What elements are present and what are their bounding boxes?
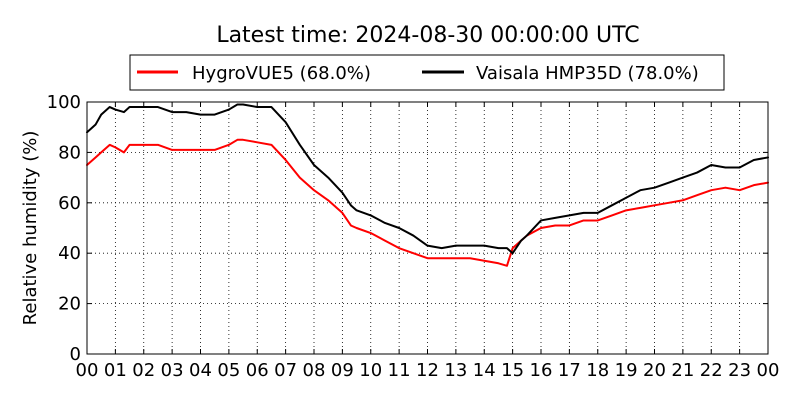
series-line-vaisala-hmp35d — [86, 103, 769, 255]
legend-label-hygrovue5: HygroVUE5 (68.0%) — [192, 63, 371, 84]
x-tick-label: 11 — [388, 360, 411, 381]
x-tick-label: 18 — [586, 360, 609, 381]
x-tick-label: 08 — [303, 360, 326, 381]
y-tick-label: 0 — [70, 344, 81, 365]
x-tick-label: 01 — [104, 360, 127, 381]
x-tick-label: 22 — [700, 360, 723, 381]
x-tick-label: 09 — [331, 360, 354, 381]
series-lines — [86, 103, 769, 267]
y-tick-label: 40 — [58, 243, 81, 264]
x-tick-label: 15 — [501, 360, 524, 381]
y-tick-label: 100 — [47, 92, 81, 113]
y-axis-title: Relative humidity (%) — [20, 131, 41, 326]
x-tick-label: 07 — [274, 360, 297, 381]
x-tick-label: 20 — [643, 360, 666, 381]
x-tick-label: 17 — [558, 360, 581, 381]
x-tick-label: 02 — [132, 360, 155, 381]
x-tick-label: 13 — [444, 360, 467, 381]
legend: HygroVUE5 (68.0%) Vaisala HMP35D (78.0%) — [129, 54, 725, 91]
axes: 00 01 02 03 04 05 06 07 08 09 10 11 12 13 14 15 16 17 18 19… — [47, 92, 780, 381]
series-line-hygrovue5 — [86, 138, 769, 267]
y-tick-label: 20 — [58, 294, 81, 315]
plot-frame — [86, 101, 769, 355]
x-tick-label: 04 — [189, 360, 212, 381]
chart-title: Latest time: 2024-08-30 00:00:00 UTC — [216, 23, 639, 48]
legend-label-vaisala-hmp35d: Vaisala HMP35D (78.0%) — [476, 63, 699, 84]
y-tick-label: 60 — [58, 193, 81, 214]
grid-lines — [87, 102, 768, 354]
x-tick-label: 19 — [615, 360, 638, 381]
x-tick-label: 10 — [359, 360, 382, 381]
x-tick-label: 14 — [473, 360, 496, 381]
x-tick-label: 06 — [246, 360, 269, 381]
x-tick-label: 16 — [530, 360, 553, 381]
x-tick-label: 00 — [757, 360, 780, 381]
x-tick-label: 23 — [728, 360, 751, 381]
x-tick-label: 21 — [671, 360, 694, 381]
x-tick-label: 03 — [161, 360, 184, 381]
x-tick-label: 05 — [217, 360, 240, 381]
x-tick-label: 00 — [76, 360, 99, 381]
x-tick-label: 12 — [416, 360, 439, 381]
y-tick-label: 80 — [58, 142, 81, 163]
